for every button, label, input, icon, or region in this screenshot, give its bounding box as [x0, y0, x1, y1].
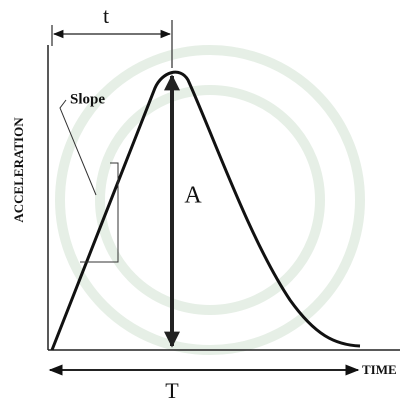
t-label: t	[103, 3, 109, 28]
slope-leader	[59, 99, 97, 196]
pulse-curve	[50, 70, 361, 351]
period-label: T	[165, 378, 179, 403]
y-axis-label: ACCELERATION	[11, 117, 26, 223]
slope-label: Slope	[70, 91, 105, 107]
slope-leader	[80, 162, 119, 263]
x-axis-label: TIME	[362, 362, 397, 377]
amplitude-label: A	[184, 183, 202, 209]
